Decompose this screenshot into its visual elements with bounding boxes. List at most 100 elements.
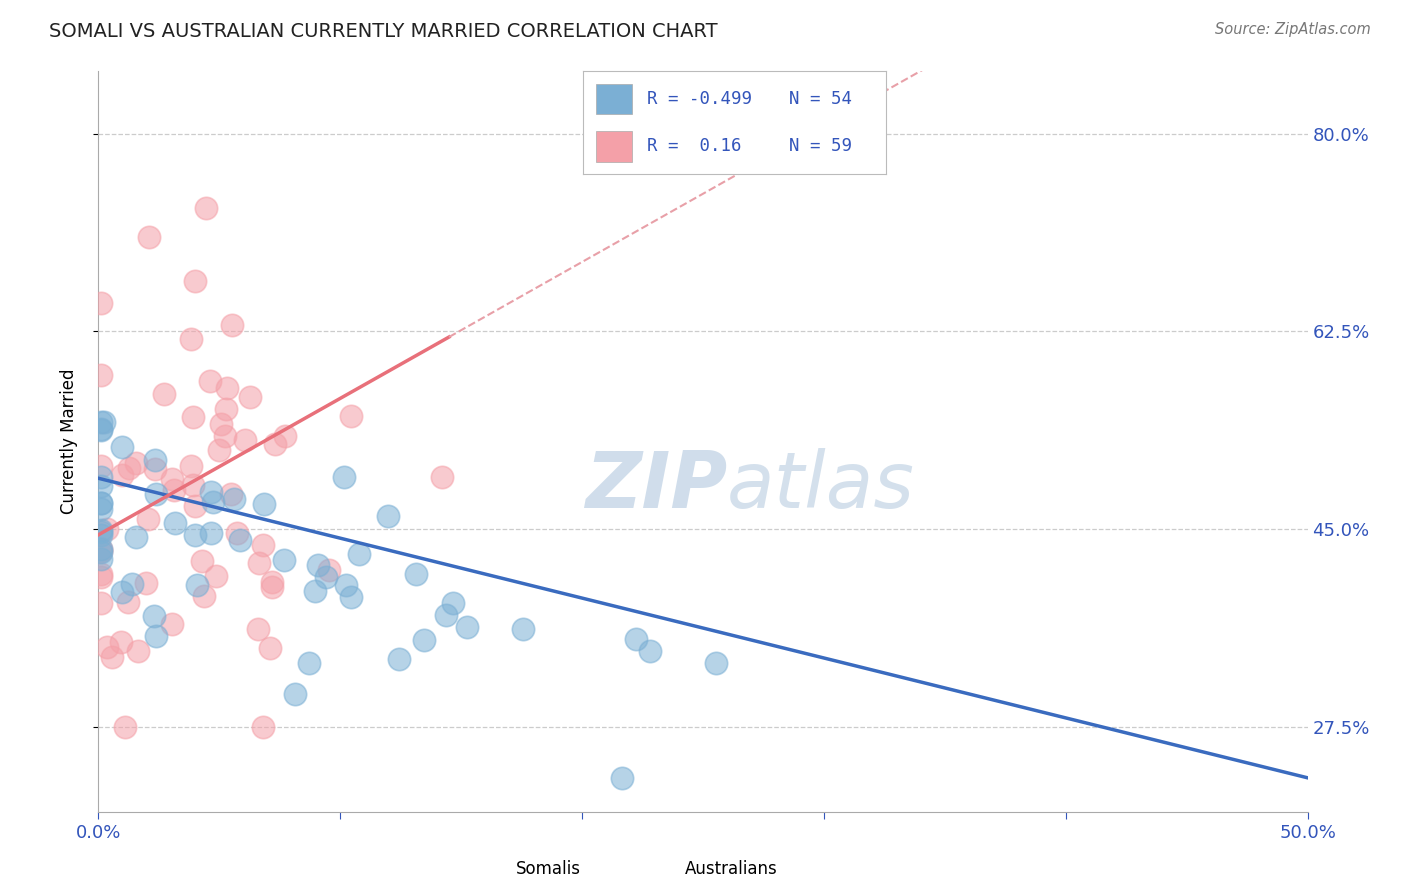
Point [184, 274, 207, 288]
Point [181, 478, 204, 492]
Point [456, 620, 478, 634]
Point [90, 501, 112, 516]
Point [117, 595, 139, 609]
Point [332, 469, 354, 483]
Point [145, 487, 167, 501]
Point [184, 528, 207, 542]
Text: ZIP: ZIP [585, 448, 727, 524]
Point [335, 578, 357, 592]
Point [90, 544, 112, 558]
Point [90, 422, 112, 436]
Point [181, 409, 204, 424]
Point [90, 524, 112, 539]
Point [152, 387, 174, 401]
Point [180, 459, 202, 474]
Point [111, 440, 134, 454]
Point [434, 608, 457, 623]
Text: atlas: atlas [727, 448, 915, 524]
Point [252, 538, 274, 552]
Point [127, 644, 149, 658]
Text: Somalis: Somalis [516, 861, 581, 879]
Point [388, 652, 411, 666]
Text: R =  0.16: R = 0.16 [647, 137, 741, 155]
Point [273, 553, 295, 567]
Point [90, 459, 112, 474]
Point [125, 530, 148, 544]
Point [247, 557, 270, 571]
Point [90, 544, 112, 558]
Point [318, 563, 340, 577]
Point [145, 629, 167, 643]
Point [90, 542, 112, 557]
Point [198, 374, 221, 388]
Point [624, 632, 647, 646]
Point [246, 622, 269, 636]
Point [283, 687, 305, 701]
Point [259, 640, 281, 655]
Point [143, 461, 166, 475]
Point [430, 469, 453, 483]
Point [96, 640, 118, 654]
Text: Australians: Australians [685, 861, 778, 879]
Point [226, 525, 249, 540]
Point [239, 390, 262, 404]
Text: SOMALI VS AUSTRALIAN CURRENTLY MARRIED CORRELATION CHART: SOMALI VS AUSTRALIAN CURRENTLY MARRIED C… [49, 22, 718, 41]
Point [90, 415, 112, 429]
Point [110, 635, 132, 649]
Point [262, 580, 284, 594]
Point [263, 437, 285, 451]
Point [193, 589, 215, 603]
Point [208, 443, 231, 458]
Point [93, 415, 115, 429]
Text: N = 59: N = 59 [789, 137, 852, 155]
Point [274, 429, 297, 443]
Point [260, 574, 283, 589]
Text: Source: ZipAtlas.com: Source: ZipAtlas.com [1215, 22, 1371, 37]
Point [221, 318, 243, 332]
Point [512, 622, 534, 636]
Point [441, 596, 464, 610]
Point [638, 644, 661, 658]
Point [101, 649, 124, 664]
Point [202, 495, 225, 509]
Point [340, 591, 363, 605]
Point [233, 433, 256, 447]
Y-axis label: Currently Married: Currently Married [59, 368, 77, 515]
Point [195, 202, 218, 216]
Point [90, 528, 112, 542]
Point [121, 576, 143, 591]
Point [304, 584, 326, 599]
Point [200, 485, 222, 500]
Point [253, 497, 276, 511]
Bar [596, 131, 631, 161]
Point [191, 554, 214, 568]
Point [209, 417, 232, 431]
Point [138, 230, 160, 244]
Point [200, 526, 222, 541]
Point [118, 461, 141, 475]
Point [252, 720, 274, 734]
Point [229, 533, 252, 547]
Point [90, 542, 112, 557]
Point [90, 295, 112, 310]
Point [340, 409, 363, 423]
Point [307, 558, 329, 572]
Point [183, 500, 205, 514]
Point [90, 496, 112, 510]
FancyBboxPatch shape [637, 855, 675, 884]
FancyBboxPatch shape [467, 855, 506, 884]
Point [96, 522, 118, 536]
Point [298, 656, 321, 670]
Point [90, 596, 112, 610]
Point [214, 429, 236, 443]
Point [143, 452, 166, 467]
Point [186, 578, 208, 592]
Point [90, 569, 112, 583]
Point [90, 368, 112, 382]
Text: R = -0.499: R = -0.499 [647, 90, 752, 108]
Point [90, 567, 112, 582]
Point [180, 332, 202, 346]
Point [405, 567, 427, 582]
Point [162, 471, 184, 485]
Point [215, 381, 238, 395]
